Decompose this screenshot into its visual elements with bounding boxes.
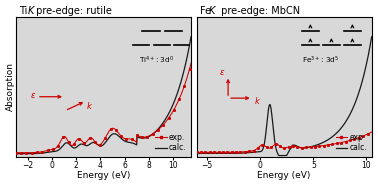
Text: $k$: $k$ xyxy=(86,100,93,111)
Y-axis label: Absorption: Absorption xyxy=(6,62,15,111)
Text: K: K xyxy=(209,6,215,16)
Text: pre-edge: rutile: pre-edge: rutile xyxy=(33,6,112,16)
X-axis label: Energy (eV): Energy (eV) xyxy=(77,171,130,180)
X-axis label: Energy (eV): Energy (eV) xyxy=(257,171,311,180)
Text: Ti$^{4+}$: 3d$^0$: Ti$^{4+}$: 3d$^0$ xyxy=(138,55,174,66)
Text: $k$: $k$ xyxy=(254,95,262,106)
Text: Ti: Ti xyxy=(19,6,31,16)
Text: K: K xyxy=(27,6,34,16)
Legend: exp, calc.: exp, calc. xyxy=(335,132,368,153)
Legend: exp., calc.: exp., calc. xyxy=(154,132,187,153)
Text: $\varepsilon$: $\varepsilon$ xyxy=(30,91,36,100)
Text: $\varepsilon$: $\varepsilon$ xyxy=(219,68,226,77)
Text: Fe$^{3+}$: 3d$^5$: Fe$^{3+}$: 3d$^5$ xyxy=(302,55,339,66)
Text: pre-edge: MbCN: pre-edge: MbCN xyxy=(218,6,300,16)
Text: Fe: Fe xyxy=(200,6,214,16)
